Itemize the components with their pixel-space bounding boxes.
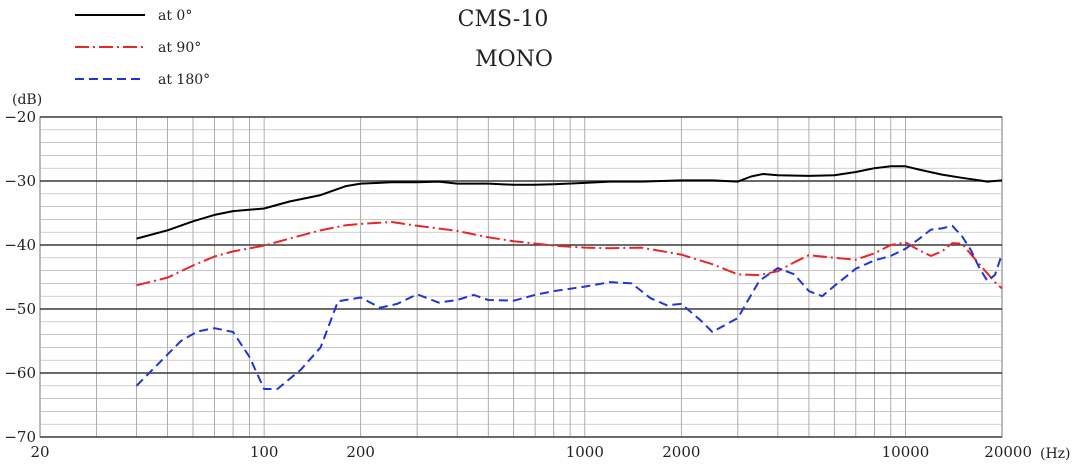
y-axis-unit-label: (dB) [12,92,42,108]
x-tick-label: 100 [250,443,279,461]
chart-title: CMS-10 [458,7,549,32]
series-group [135,165,1003,390]
y-tick-label: −20 [4,108,36,126]
legend-label-1: at 90° [158,40,201,56]
plot-frame [39,116,1003,438]
series-line-1 [136,221,1003,290]
series-line-0 [136,165,1003,240]
y-tick-label: −70 [4,428,36,446]
x-tick-label: 1000 [566,443,604,461]
legend: at 0° at 90° at 180° [75,8,210,88]
y-tick-label: −60 [4,364,36,382]
x-axis-unit-label: (Hz) [1040,446,1071,462]
plot-grid [39,116,1003,438]
chart-subtitle: MONO [475,47,553,72]
y-tick-label: −40 [4,236,36,254]
y-tick-label: −30 [4,172,36,190]
x-tick-label: 20000 [984,443,1032,461]
legend-label-0: at 0° [158,8,192,24]
x-tick-label: 200 [346,443,375,461]
legend-label-2: at 180° [158,72,210,88]
x-tick-label: 2000 [662,443,700,461]
series-line-2 [135,224,1003,390]
y-tick-label: −50 [4,300,36,318]
x-tick-label: 10000 [882,443,930,461]
x-tick-label: 20 [30,443,49,461]
